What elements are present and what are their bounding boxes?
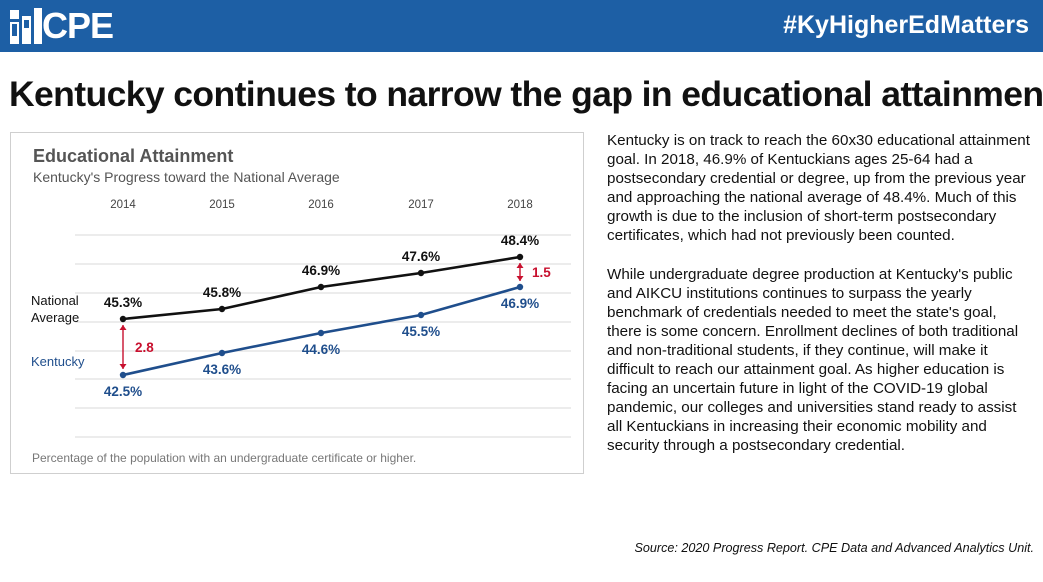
- gap-arrow-head-down: [119, 364, 127, 369]
- attainment-line-chart: Educational Attainment Kentucky's Progre…: [31, 146, 571, 465]
- page-title: Kentucky continues to narrow the gap in …: [9, 74, 1043, 114]
- gap-arrow-head-up: [119, 325, 127, 330]
- gap-label: 2.8: [135, 340, 154, 355]
- x-tick-labels: 2014 2015 2016 2017 2018: [110, 199, 533, 211]
- body-paragraph-1: Kentucky is on track to reach the 60x30 …: [607, 132, 1030, 245]
- kentucky-data-label: 42.5%: [104, 384, 142, 399]
- chart-card: Educational Attainment Kentucky's Progre…: [10, 132, 584, 474]
- cpe-logo-mark-icon: [10, 8, 42, 44]
- kentucky-point: [218, 349, 226, 357]
- kentucky-data-label: 43.6%: [203, 362, 241, 377]
- chart-title: Educational Attainment: [33, 146, 233, 166]
- x-tick-label: 2018: [507, 199, 533, 211]
- national-average-point: [417, 269, 425, 277]
- national-average-point: [317, 283, 325, 291]
- hashtag: #KyHigherEdMatters: [783, 11, 1029, 39]
- gap-arrow-head-down: [516, 276, 524, 281]
- kentucky-point: [516, 283, 524, 291]
- national-average-data-label: 45.3%: [104, 295, 142, 310]
- kentucky-data-label: 46.9%: [501, 296, 539, 311]
- header-bar: CPE #KyHigherEdMatters: [0, 0, 1043, 52]
- legend-national-average-line1: National: [31, 293, 79, 308]
- chart-grid: [75, 234, 571, 438]
- national-average-data-label: 46.9%: [302, 263, 340, 278]
- logo-text: CPE: [42, 5, 114, 46]
- x-tick-label: 2017: [408, 199, 434, 211]
- national-average-point: [119, 315, 127, 323]
- national-average-point: [516, 253, 524, 261]
- source-note: Source: 2020 Progress Report. CPE Data a…: [634, 541, 1034, 555]
- x-tick-label: 2014: [110, 199, 136, 211]
- legend-kentucky: Kentucky: [31, 354, 85, 369]
- national-average-data-label: 47.6%: [402, 249, 440, 264]
- kentucky-point: [317, 329, 325, 337]
- gap-markers: 2.8 1.5: [119, 263, 551, 369]
- chart-subtitle: Kentucky's Progress toward the National …: [33, 169, 340, 185]
- kentucky-data-label: 44.6%: [302, 342, 340, 357]
- kentucky-point: [417, 311, 425, 319]
- national-average-data-label: 45.8%: [203, 285, 241, 300]
- kentucky-point: [119, 371, 127, 379]
- body-paragraph-2: While undergraduate degree production at…: [607, 265, 1019, 455]
- x-tick-label: 2015: [209, 199, 235, 211]
- x-tick-label: 2016: [308, 199, 334, 211]
- legend-national-average-line2: Average: [31, 310, 79, 325]
- data-labels: 45.3% 45.8% 46.9% 47.6% 48.4% 42.5% 43.6% 44.6%…: [104, 233, 539, 399]
- kentucky-data-label: 45.5%: [402, 324, 440, 339]
- national-average-data-label: 48.4%: [501, 233, 539, 248]
- series-points: [119, 253, 524, 379]
- chart-footnote: Percentage of the population with an und…: [32, 451, 416, 465]
- gap-label: 1.5: [532, 265, 551, 280]
- national-average-point: [218, 305, 226, 313]
- gap-arrow-head-up: [516, 263, 524, 268]
- body-text: Kentucky is on track to reach the 60x30 …: [607, 131, 1035, 456]
